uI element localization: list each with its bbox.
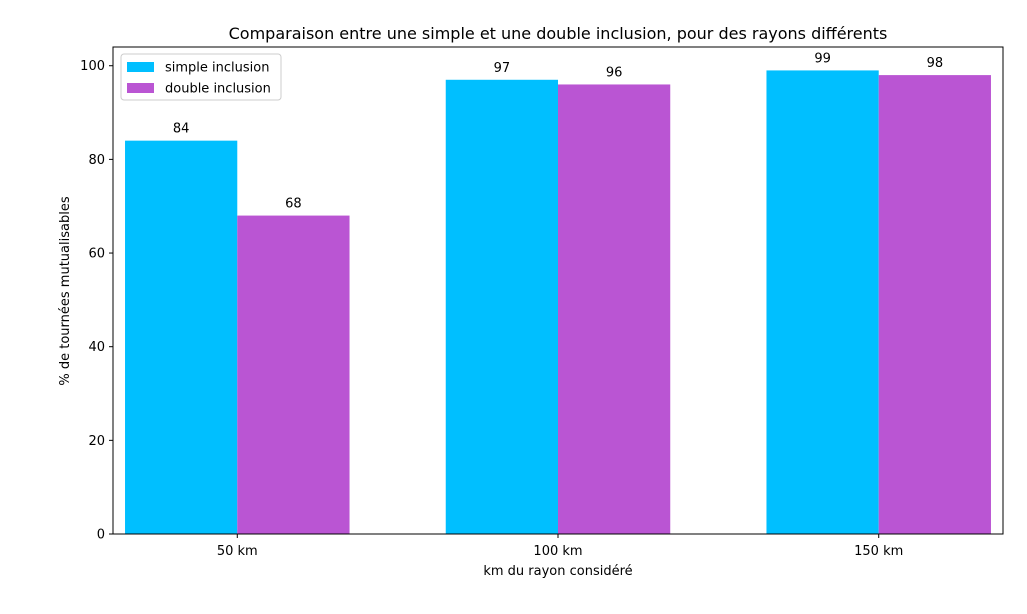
data-label: 68 bbox=[285, 197, 302, 212]
data-label: 98 bbox=[927, 56, 944, 71]
y-tick-label: 60 bbox=[88, 247, 105, 262]
x-tick-label: 150 km bbox=[854, 544, 903, 559]
data-label: 97 bbox=[494, 61, 511, 76]
legend-swatch bbox=[127, 62, 154, 72]
x-axis: 50 km 100 km 150 km bbox=[217, 534, 903, 559]
bar-double-100-km bbox=[558, 84, 671, 534]
y-tick-label: 100 bbox=[80, 59, 105, 74]
data-label: 96 bbox=[606, 65, 623, 80]
bar-double-50-km bbox=[237, 215, 350, 535]
legend-box bbox=[120, 53, 282, 101]
plot-area: 84 97 99 68 96 98 bbox=[112, 46, 1004, 535]
legend-swatch bbox=[127, 83, 154, 93]
data-label: 84 bbox=[173, 122, 190, 137]
x-axis-label: km du rayon considéré bbox=[483, 564, 632, 579]
bar-simple-50-km bbox=[125, 140, 238, 534]
y-axis: 0 20 40 60 80 100 bbox=[80, 59, 113, 543]
legend-label: double inclusion bbox=[165, 82, 271, 97]
y-tick-label: 40 bbox=[88, 340, 105, 355]
y-tick-label: 0 bbox=[97, 528, 105, 543]
y-axis-label: % de tournées mutualisables bbox=[58, 196, 73, 385]
x-tick-label: 50 km bbox=[217, 544, 258, 559]
y-tick-label: 80 bbox=[88, 153, 105, 168]
bar-simple-150-km bbox=[766, 70, 879, 535]
legend-label: simple inclusion bbox=[165, 61, 269, 76]
legend: simple inclusion double inclusion bbox=[120, 53, 282, 101]
chart-title: Comparaison entre une simple et une doub… bbox=[229, 24, 888, 43]
bar-double-150-km bbox=[878, 75, 991, 534]
bar-simple-100-km bbox=[445, 79, 558, 535]
x-tick-label: 100 km bbox=[533, 544, 582, 559]
y-tick-label: 20 bbox=[88, 434, 105, 449]
data-label: 99 bbox=[814, 51, 831, 66]
